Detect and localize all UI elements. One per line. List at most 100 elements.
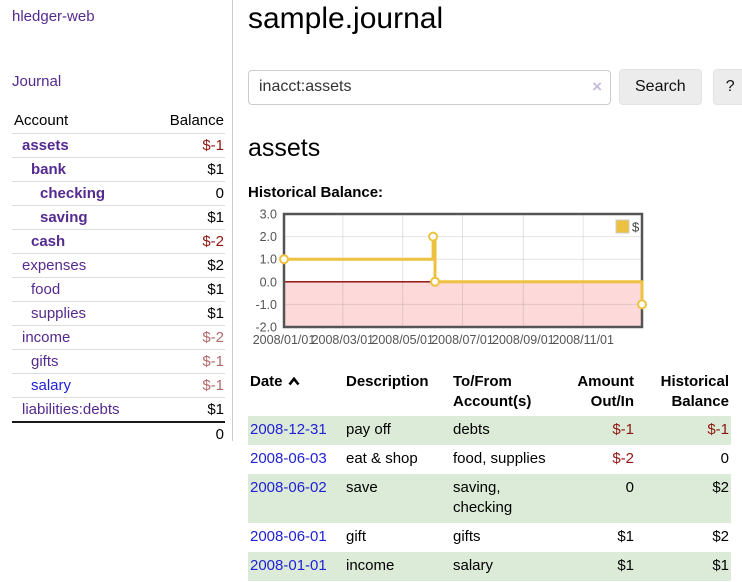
account-row-cash: cash $-2 <box>12 229 225 253</box>
account-balance: $1 <box>207 304 224 322</box>
register-row: 2008-01-01 income salary $1 $1 <box>248 552 731 581</box>
account-row-liabilities-debts: liabilities:debts $1 <box>12 397 225 422</box>
account-balance: $-2 <box>202 328 224 346</box>
accounts-header-balance: Balance <box>169 112 224 130</box>
register-header-tofrom: To/From Account(s) <box>453 373 532 410</box>
transaction-amount: $-2 <box>612 450 634 467</box>
account-row-bank: bank $1 <box>12 157 225 181</box>
account-balance: $1 <box>207 160 224 178</box>
transaction-balance: $-1 <box>707 421 729 438</box>
accounts-total-row: 0 <box>12 421 225 446</box>
transaction-tofrom: salary <box>453 557 494 574</box>
transaction-balance: $2 <box>712 479 729 496</box>
svg-text:2.0: 2.0 <box>260 230 277 244</box>
account-link-liabilities-debts[interactable]: liabilities:debts <box>22 400 120 418</box>
chart-canvas: 3.0 2.0 1.0 0.0 -1.0 -2.02008/01/012008/03/01… <box>253 208 647 347</box>
account-link-assets[interactable]: assets <box>22 136 69 154</box>
transaction-balance: $2 <box>712 528 729 545</box>
account-balance: $1 <box>207 400 224 418</box>
register-header-balance: Historical Balance <box>660 373 729 410</box>
search-button[interactable]: Search <box>619 69 702 105</box>
transaction-date-link[interactable]: 2008-06-01 <box>250 528 327 545</box>
account-link-gifts[interactable]: gifts <box>31 352 59 370</box>
transaction-date-link[interactable]: 2008-12-31 <box>250 421 327 438</box>
account-balance: $1 <box>207 280 224 298</box>
search-form: × Search ? <box>248 69 742 105</box>
register-header-date[interactable]: Date <box>248 370 344 416</box>
register-row: 2008-06-02 save saving, checking 0 $2 <box>248 474 731 523</box>
accounts-header-row: Account Balance <box>12 109 225 133</box>
account-row-checking: checking 0 <box>12 181 225 205</box>
transaction-tofrom: debts <box>453 421 490 438</box>
transaction-description: gift <box>346 528 367 545</box>
account-balance: 0 <box>215 184 224 202</box>
transaction-description: pay off <box>346 421 391 438</box>
register-row: 2008-12-31 pay off debts $-1 $-1 <box>248 416 731 445</box>
account-balance: $2 <box>207 256 224 274</box>
account-row-expenses: expenses $2 <box>12 253 225 277</box>
accounts-table: Account Balance assets $-1 bank $1 check… <box>12 109 225 446</box>
account-link-cash[interactable]: cash <box>31 232 66 250</box>
account-row-gifts: gifts $-1 <box>12 349 225 373</box>
transaction-tofrom: gifts <box>453 528 481 545</box>
svg-text:2008/03/01: 2008/03/01 <box>312 333 375 347</box>
account-link-food[interactable]: food <box>31 280 61 298</box>
svg-text:2008/05/01: 2008/05/01 <box>371 333 434 347</box>
search-input[interactable] <box>248 69 611 105</box>
transaction-tofrom: food, supplies <box>453 450 546 467</box>
svg-text:2008/11/01: 2008/11/01 <box>552 333 614 347</box>
transaction-date-link[interactable]: 2008-06-03 <box>250 450 327 467</box>
chevron-up-icon <box>287 372 300 392</box>
account-link-checking[interactable]: checking <box>40 184 106 202</box>
transaction-date-link[interactable]: 2008-06-02 <box>250 479 327 496</box>
accounts-header-account: Account <box>14 112 69 130</box>
transaction-description: eat & shop <box>346 450 418 467</box>
register-header-description: Description <box>346 373 429 390</box>
sidebar-item-journal[interactable]: Journal <box>12 73 62 90</box>
svg-text:0.0: 0.0 <box>260 275 277 289</box>
svg-text:2008/01/01: 2008/01/01 <box>253 333 316 347</box>
clear-search-icon[interactable]: × <box>592 76 602 96</box>
register-row: 2008-06-03 eat & shop food, supplies $-2… <box>248 445 731 474</box>
transaction-amount: $1 <box>617 528 634 545</box>
account-page-title: assets <box>248 134 321 162</box>
main-content: sample.journal × Search ? assets Histori… <box>233 0 742 581</box>
app-title-link[interactable]: hledger-web <box>12 8 95 25</box>
account-row-saving: saving $1 <box>12 205 225 229</box>
account-link-income[interactable]: income <box>22 328 71 346</box>
account-link-bank[interactable]: bank <box>31 160 67 178</box>
account-balance: $-1 <box>202 136 224 154</box>
register-table: Date Description To/From Account(s) Amou… <box>248 370 731 581</box>
account-link-expenses[interactable]: expenses <box>22 256 87 274</box>
sidebar: hledger-web Journal Account Balance asse… <box>0 0 233 443</box>
transaction-description: save <box>346 479 378 496</box>
account-balance: $-1 <box>202 352 224 370</box>
svg-text:3.0: 3.0 <box>260 208 277 222</box>
accounts-total-value: 0 <box>215 425 224 443</box>
svg-text:-1.0: -1.0 <box>255 298 277 312</box>
help-button[interactable]: ? <box>712 69 742 105</box>
transaction-date-link[interactable]: 2008-01-01 <box>250 557 327 574</box>
search-input-wrap: × <box>248 69 611 105</box>
account-balance: $-1 <box>202 376 224 394</box>
register-header-row: Date Description To/From Account(s) Amou… <box>248 370 731 416</box>
account-link-saving[interactable]: saving <box>40 208 88 226</box>
transaction-description: income <box>346 557 395 574</box>
transaction-amount: $1 <box>617 557 634 574</box>
chart-heading: Historical Balance: <box>248 184 384 201</box>
historical-balance-chart: 3.0 2.0 1.0 0.0 -1.0 -2.0 2008/01/01 2008/03/01… <box>248 208 742 353</box>
account-link-salary[interactable]: salary <box>31 376 72 394</box>
account-row-income: income $-2 <box>12 325 225 349</box>
account-row-assets: assets $-1 <box>12 133 225 157</box>
transaction-amount: 0 <box>625 479 634 496</box>
transaction-balance: 0 <box>720 450 729 467</box>
account-link-supplies[interactable]: supplies <box>31 304 87 322</box>
account-row-food: food $1 <box>12 277 225 301</box>
account-balance: $1 <box>207 208 224 226</box>
svg-text:2008/09/01: 2008/09/01 <box>492 333 555 347</box>
svg-text:1.0: 1.0 <box>260 253 277 267</box>
register-row: 2008-06-01 gift gifts $1 $2 <box>248 523 731 552</box>
account-row-supplies: supplies $1 <box>12 301 225 325</box>
svg-text:2008/07/01: 2008/07/01 <box>431 333 494 347</box>
